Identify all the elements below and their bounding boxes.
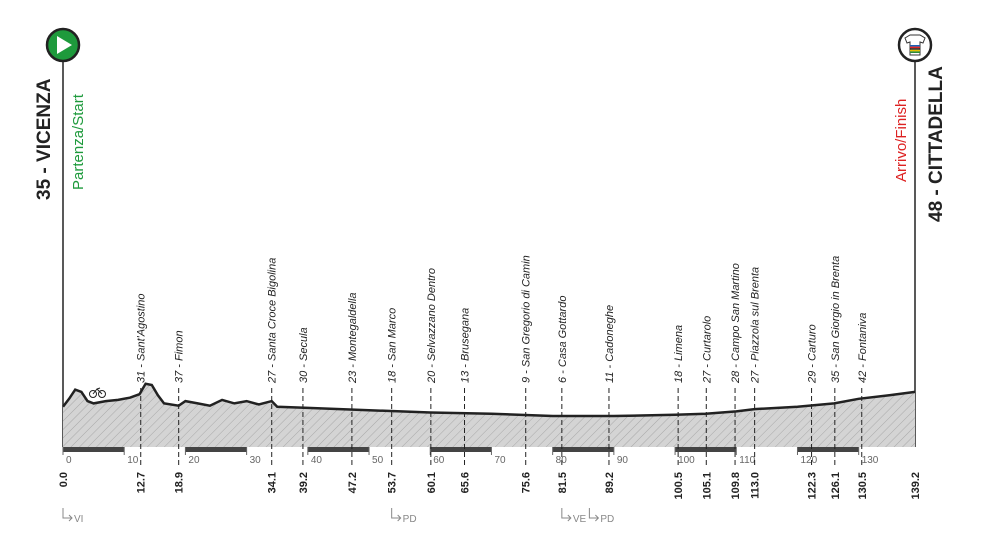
finish-name: 48 - CITTADELLA [926, 66, 947, 222]
waypoint-km: 122.3 [807, 472, 819, 500]
km-bar-segment [613, 447, 676, 452]
km-bar-segment [63, 447, 125, 452]
waypoint-name: 18 - Limena [673, 325, 685, 383]
province-arrow [391, 508, 402, 522]
km-bar-segment [246, 447, 308, 452]
waypoint-km: 130.5 [857, 472, 869, 500]
waypoint-name: 20 - Selvazzano Dentro [426, 268, 438, 384]
waypoint-name: 13 - Brusegana [460, 308, 472, 383]
waypoint-km: 39.2 [298, 472, 310, 493]
km-bar-segment [675, 447, 737, 452]
waypoint-name: 42 - Fontaniva [857, 313, 869, 383]
bike-icon [89, 387, 106, 398]
x-tick-label: 70 [494, 455, 506, 466]
waypoint-km: 53.7 [387, 472, 399, 493]
waypoint-name: 28 - Campo San Martino [730, 263, 742, 384]
province-label: PD [600, 514, 614, 525]
waypoint-name: 27 - Piazzola sul Brenta [750, 267, 762, 384]
profile-area [63, 383, 915, 447]
km-bar-segment [552, 447, 614, 452]
start-name: 35 - VICENZA [34, 78, 55, 200]
km-bar-segment [124, 447, 186, 452]
waypoint-name: 27 - Santa Croce Bigolina [267, 258, 279, 384]
waypoint-name: 11 - Cadoneghe [604, 305, 616, 383]
km-bar-segment [307, 447, 370, 452]
start-label: Partenza/Start [70, 93, 87, 190]
waypoint-km: 18.9 [174, 472, 186, 493]
x-tick-label: 130 [862, 455, 879, 466]
waypoint-km: 34.1 [267, 472, 279, 493]
waypoint-km: 89.2 [604, 472, 616, 493]
waypoint-name: 6 - Casa Gottardo [557, 296, 569, 383]
x-tick-label: 0 [66, 455, 72, 466]
waypoint-name: 27 - Curtarolo [701, 316, 713, 384]
km-bar-segment [369, 447, 431, 452]
waypoint-km: 139.2 [910, 472, 922, 500]
waypoint-name: 37 - Fimon [174, 330, 186, 383]
profile-line [62, 382, 916, 418]
km-bar-segment [430, 447, 492, 452]
province-arrow [62, 508, 73, 522]
waypoint-km: 65.6 [460, 472, 472, 493]
finish-icon [897, 27, 933, 63]
finish-label: Arrivo/Finish [893, 99, 910, 182]
province-label: VE [573, 514, 587, 525]
waypoint-km: 100.5 [673, 472, 685, 500]
waypoint-km: 0.0 [58, 472, 70, 487]
waypoint-name: 30 - Secula [298, 327, 310, 383]
waypoint-name: 29 - Carturo [807, 324, 819, 384]
waypoint-km: 75.6 [521, 472, 533, 493]
waypoint-km: 47.2 [347, 472, 359, 493]
x-tick-label: 120 [800, 455, 817, 466]
km-bar-segment [797, 447, 859, 452]
province-arrow [588, 508, 600, 522]
waypoint-km: 113.0 [750, 472, 762, 499]
km-bar-segment [185, 447, 247, 452]
x-tick-label: 50 [372, 455, 384, 466]
start-icon [45, 27, 81, 63]
x-tick-label: 90 [617, 455, 629, 466]
x-tick-label: 110 [739, 455, 755, 466]
waypoint-name: 35 - San Giorgio in Brenta [830, 256, 842, 383]
x-tick-label: 60 [433, 455, 445, 466]
waypoint-km: 109.8 [730, 472, 742, 500]
x-tick-label: 40 [311, 455, 323, 466]
km-bar-segment [736, 447, 798, 452]
x-tick-label: 20 [188, 455, 200, 466]
x-tick-label: 100 [678, 455, 695, 466]
x-tick-label: 30 [250, 455, 262, 466]
waypoint-km: 60.1 [426, 472, 438, 493]
province-label: VI [74, 514, 83, 525]
province-arrow [561, 508, 572, 522]
waypoint-km: 126.1 [830, 472, 842, 500]
province-label: PD [403, 514, 417, 525]
km-bar-segment [491, 447, 553, 452]
waypoint-km: 81.5 [557, 472, 569, 493]
waypoint-km: 12.7 [136, 472, 148, 493]
x-tick-label: 10 [127, 455, 139, 466]
waypoint-km: 105.1 [701, 472, 713, 500]
waypoint-name: 23 - Montegaldella [347, 292, 359, 384]
waypoint-name: 31 - Sant'Agostino [136, 293, 148, 383]
km-bar-segment [858, 447, 915, 452]
waypoint-name: 18 - San Marco [387, 308, 399, 383]
waypoint-name: 9 - San Gregorio di Camin [521, 255, 533, 383]
